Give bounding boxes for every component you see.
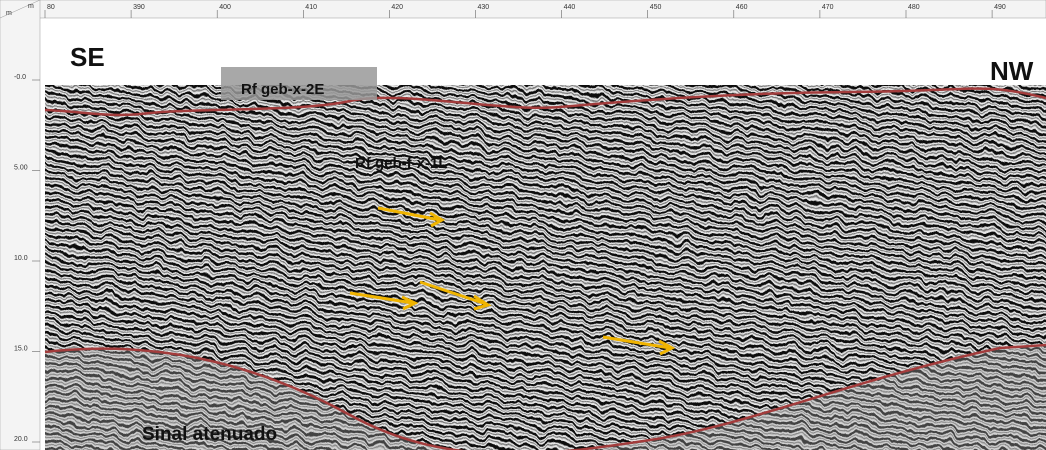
left-ruler: [0, 0, 40, 450]
reflector-mid-label: Rf geb-f-x-1L: [355, 155, 448, 172]
x-tick-label: 490: [994, 4, 1006, 11]
se-label: SE: [70, 42, 105, 72]
x-tick-label: 400: [219, 4, 231, 11]
x-tick-label: 390: [133, 4, 145, 11]
nw-label: NW: [990, 56, 1034, 86]
y-tick-label: 5.00: [14, 165, 28, 172]
x-tick-label: 450: [650, 4, 662, 11]
x-tick-label: 440: [564, 4, 576, 11]
y-tick-label: 15.0: [14, 346, 28, 353]
x-tick-label: 80: [47, 4, 55, 11]
x-tick-label: 470: [822, 4, 834, 11]
x-tick-label: 420: [391, 4, 403, 11]
top-ruler: [0, 0, 1046, 18]
reflector-top-label: Rf geb-x-2E: [241, 81, 324, 98]
x-tick-label: 460: [736, 4, 748, 11]
radargram: [30, 70, 1046, 450]
y-tick-label: -0.0: [14, 74, 26, 81]
attenuated-label: Sinal atenuado: [142, 424, 277, 445]
x-tick-label: 410: [305, 4, 317, 11]
y-unit: m: [6, 10, 12, 17]
x-unit: m: [28, 3, 34, 10]
radargram-figure: m m 80 390 400 410 420 430 440 450 460 470 480 490 -…: [0, 0, 1046, 450]
x-tick-label: 480: [908, 4, 920, 11]
x-tick-label: 430: [478, 4, 490, 11]
y-tick-label: 10.0: [14, 255, 28, 262]
y-tick-label: 20.0: [14, 436, 28, 443]
